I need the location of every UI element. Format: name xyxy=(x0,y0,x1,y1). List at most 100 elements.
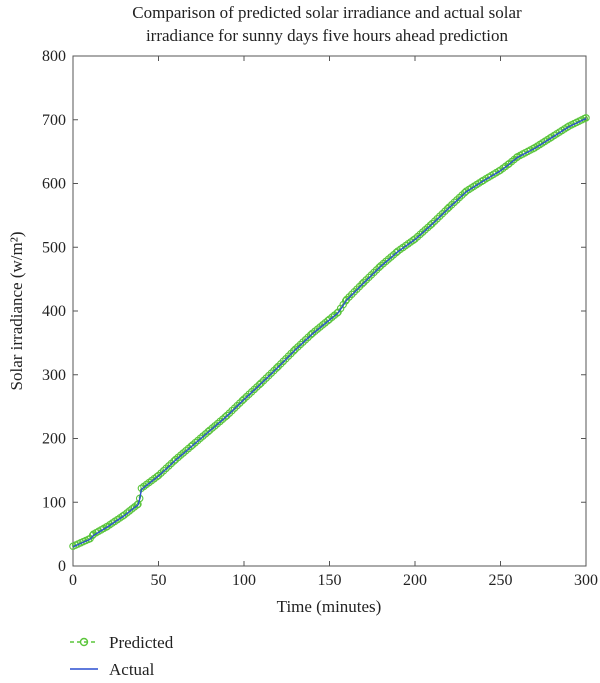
x-tick-label: 150 xyxy=(318,572,342,589)
x-tick-label: 250 xyxy=(489,572,513,589)
predicted-point xyxy=(362,276,371,284)
predicted-point xyxy=(336,304,345,313)
legend: Predicted Actual xyxy=(70,633,174,679)
predicted-point xyxy=(267,369,276,377)
predicted-point xyxy=(242,392,251,401)
y-tick-label: 800 xyxy=(42,48,66,65)
predicted-point xyxy=(238,396,247,405)
legend-item-predicted: Predicted xyxy=(70,633,174,652)
predicted-point xyxy=(204,427,212,436)
y-tick-label: 500 xyxy=(42,239,66,256)
predicted-point xyxy=(375,263,383,272)
predicted-point xyxy=(428,219,436,228)
predicted-point xyxy=(365,273,373,282)
plot-frame xyxy=(72,55,587,567)
predicted-point xyxy=(221,413,229,421)
predicted-point xyxy=(334,308,342,317)
predicted-point xyxy=(443,204,452,213)
predicted-point xyxy=(282,354,290,363)
series-actual-line xyxy=(72,117,587,548)
predicted-point xyxy=(284,352,293,360)
y-tick-label: 0 xyxy=(58,558,66,575)
predicted-point xyxy=(291,345,300,353)
predicted-point xyxy=(223,411,231,420)
predicted-point xyxy=(367,271,376,279)
predicted-point xyxy=(253,383,261,391)
y-axis-label: Solar irradiance (w/m²) xyxy=(7,232,26,391)
y-tick-label: 400 xyxy=(42,303,66,320)
series-predicted-markers xyxy=(69,114,590,550)
predicted-point xyxy=(167,459,176,468)
y-tick-label: 200 xyxy=(42,431,66,448)
x-tick-label: 200 xyxy=(403,572,427,589)
chart-title-line-1: Comparison of predicted solar irradiance… xyxy=(132,3,522,22)
predicted-point xyxy=(294,343,302,351)
predicted-point xyxy=(458,191,466,199)
legend-item-actual: Actual xyxy=(70,660,155,679)
predicted-point xyxy=(170,457,178,465)
predicted-point xyxy=(255,380,264,389)
predicted-point xyxy=(304,333,312,342)
predicted-point xyxy=(257,379,265,387)
predicted-point xyxy=(250,385,259,394)
predicted-point xyxy=(262,374,270,382)
chart-title-line-2: irradiance for sunny days five hours ahe… xyxy=(146,26,509,45)
predicted-point xyxy=(353,285,361,293)
x-axis-label: Time (minutes) xyxy=(277,597,382,616)
predicted-point xyxy=(247,388,256,396)
predicted-point xyxy=(450,198,459,207)
series-layer xyxy=(69,114,590,550)
predicted-point xyxy=(162,464,170,473)
predicted-point xyxy=(342,295,351,304)
predicted-point xyxy=(358,280,366,288)
y-tick-label: 100 xyxy=(42,494,66,511)
predicted-point xyxy=(274,362,282,371)
predicted-point xyxy=(277,360,285,368)
predicted-point xyxy=(270,366,278,375)
legend-marker-predicted xyxy=(79,637,89,647)
predicted-point xyxy=(259,376,268,385)
predicted-point xyxy=(187,442,195,451)
predicted-point xyxy=(372,266,381,274)
legend-label-predicted: Predicted xyxy=(109,633,174,652)
y-axis: 0 100 200 300 400 500 600 700 800 xyxy=(42,48,586,575)
predicted-point xyxy=(455,193,464,202)
y-tick-label: 700 xyxy=(42,112,66,129)
predicted-point xyxy=(296,340,305,349)
predicted-point xyxy=(240,395,248,403)
predicted-point xyxy=(279,357,288,366)
x-tick-label: 100 xyxy=(232,572,256,589)
predicted-point xyxy=(287,349,295,358)
predicted-point xyxy=(433,214,441,223)
predicted-point xyxy=(347,290,356,299)
predicted-point xyxy=(438,209,447,218)
y-tick-label: 300 xyxy=(42,367,66,384)
predicted-point xyxy=(233,401,241,410)
predicted-point xyxy=(153,472,161,481)
predicted-point xyxy=(370,268,378,277)
predicted-point xyxy=(245,390,253,398)
predicted-point xyxy=(359,278,368,287)
predicted-point xyxy=(235,399,244,407)
predicted-point xyxy=(345,293,353,301)
predicted-point xyxy=(299,338,307,346)
predicted-point xyxy=(445,203,453,211)
predicted-point xyxy=(350,288,359,296)
predicted-point xyxy=(448,200,456,209)
predicted-point xyxy=(582,114,590,122)
predicted-point xyxy=(165,462,173,470)
legend-label-actual: Actual xyxy=(109,660,155,679)
x-tick-label: 0 xyxy=(69,572,77,589)
predicted-point xyxy=(228,406,236,415)
predicted-point xyxy=(301,335,310,344)
predicted-point xyxy=(230,404,239,412)
predicted-point xyxy=(272,364,281,372)
predicted-point xyxy=(563,123,571,131)
predicted-point xyxy=(289,347,298,355)
predicted-point xyxy=(441,207,449,215)
x-tick-label: 50 xyxy=(151,572,167,589)
predicted-point xyxy=(225,409,234,417)
y-tick-label: 600 xyxy=(42,176,66,193)
predicted-point xyxy=(133,501,141,509)
predicted-point xyxy=(157,469,165,477)
